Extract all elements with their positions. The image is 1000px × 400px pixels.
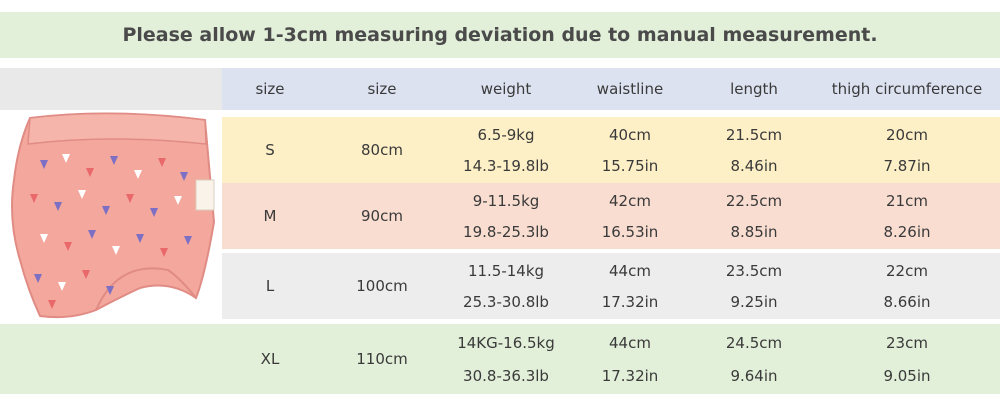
waistline-cell: 44cm 17.32in <box>566 253 694 319</box>
weight-lb: 30.8-36.3lb <box>463 366 549 385</box>
training-pants-image <box>11 112 216 319</box>
size-label: M <box>263 207 277 225</box>
length-in: 9.64in <box>730 366 778 385</box>
waistline-cm: 44cm <box>609 261 651 280</box>
size-cm: 100cm <box>356 277 408 295</box>
size-cm: 80cm <box>361 141 403 159</box>
thigh-cell: 20cm 7.87in <box>814 117 1000 183</box>
weight-cell: 9-11.5kg 19.8-25.3lb <box>446 183 566 249</box>
length-cell: 21.5cm 8.46in <box>694 117 814 183</box>
size-cm: 110cm <box>356 350 408 368</box>
header-size: size <box>255 80 285 98</box>
waistline-cm: 40cm <box>609 125 651 144</box>
pants-pattern <box>30 154 192 309</box>
waistline-cm: 42cm <box>609 191 651 210</box>
header-length: length <box>730 80 778 98</box>
waistline-in: 15.75in <box>601 156 659 175</box>
product-photo <box>0 110 222 324</box>
table-row: L 100cm 11.5-14kg 25.3-30.8lb 44cm 17.32in… <box>222 253 1000 319</box>
size-label: S <box>265 141 275 159</box>
header-size-cm: size <box>367 80 397 98</box>
length-in: 9.25in <box>730 292 778 311</box>
length-cell: 24.5cm 9.64in <box>694 324 814 394</box>
pants-label-tag <box>195 179 215 211</box>
length-cm: 21.5cm <box>725 125 783 144</box>
size-label: L <box>265 277 275 295</box>
thigh-cm: 21cm <box>886 191 928 210</box>
weight-cell: 14KG-16.5kg 30.8-36.3lb <box>446 324 566 394</box>
waistline-in: 17.32in <box>601 366 659 385</box>
thigh-cm: 23cm <box>886 333 928 352</box>
thigh-cm: 20cm <box>886 125 928 144</box>
size-cm: 90cm <box>361 207 403 225</box>
waistline-in: 17.32in <box>601 292 659 311</box>
waistline-cm: 44cm <box>609 333 651 352</box>
pants-waistband <box>27 112 207 145</box>
table-row: S 80cm 6.5-9kg 14.3-19.8lb 40cm 15.75in 21… <box>222 117 1000 183</box>
table-row: M 90cm 9-11.5kg 19.8-25.3lb 42cm 16.53in 2… <box>222 183 1000 249</box>
table-header-row: size size weight waistline length thigh … <box>222 68 1000 110</box>
header-waistline: waistline <box>596 80 664 98</box>
measurement-notice-banner: Please allow 1-3cm measuring deviation d… <box>0 12 1000 58</box>
thigh-in: 8.26in <box>883 222 931 241</box>
thigh-cell: 23cm 9.05in <box>814 324 1000 394</box>
thigh-cell: 22cm 8.66in <box>814 253 1000 319</box>
weight-kg: 11.5-14kg <box>467 261 545 280</box>
size-label: XL <box>260 350 280 368</box>
thigh-cell: 21cm 8.26in <box>814 183 1000 249</box>
waistline-in: 16.53in <box>601 222 659 241</box>
weight-kg: 9-11.5kg <box>472 191 540 210</box>
waistline-cell: 40cm 15.75in <box>566 117 694 183</box>
waistline-cell: 44cm 17.32in <box>566 324 694 394</box>
thigh-in: 8.66in <box>883 292 931 311</box>
waistline-cell: 42cm 16.53in <box>566 183 694 249</box>
table-row: XL 110cm 14KG-16.5kg 30.8-36.3lb 44cm 17.3… <box>222 324 1000 394</box>
weight-lb: 19.8-25.3lb <box>463 222 549 241</box>
thigh-cm: 22cm <box>886 261 928 280</box>
length-in: 8.46in <box>730 156 778 175</box>
length-cm: 22.5cm <box>725 191 783 210</box>
weight-cell: 6.5-9kg 14.3-19.8lb <box>446 117 566 183</box>
thigh-in: 9.05in <box>883 366 931 385</box>
weight-lb: 25.3-30.8lb <box>463 292 549 311</box>
weight-kg: 14KG-16.5kg <box>457 333 555 352</box>
thigh-in: 7.87in <box>883 156 931 175</box>
weight-kg: 6.5-9kg <box>477 125 535 144</box>
length-cell: 22.5cm 8.85in <box>694 183 814 249</box>
header-weight: weight <box>480 80 532 98</box>
photo-column-header <box>0 68 222 110</box>
length-cm: 24.5cm <box>725 333 783 352</box>
header-thigh-circumference: thigh circumference <box>831 80 983 98</box>
measurement-notice-text: Please allow 1-3cm measuring deviation d… <box>122 24 878 46</box>
photo-column-footer <box>0 324 222 394</box>
length-cell: 23.5cm 9.25in <box>694 253 814 319</box>
weight-lb: 14.3-19.8lb <box>463 156 549 175</box>
weight-cell: 11.5-14kg 25.3-30.8lb <box>446 253 566 319</box>
length-in: 8.85in <box>730 222 778 241</box>
length-cm: 23.5cm <box>725 261 783 280</box>
